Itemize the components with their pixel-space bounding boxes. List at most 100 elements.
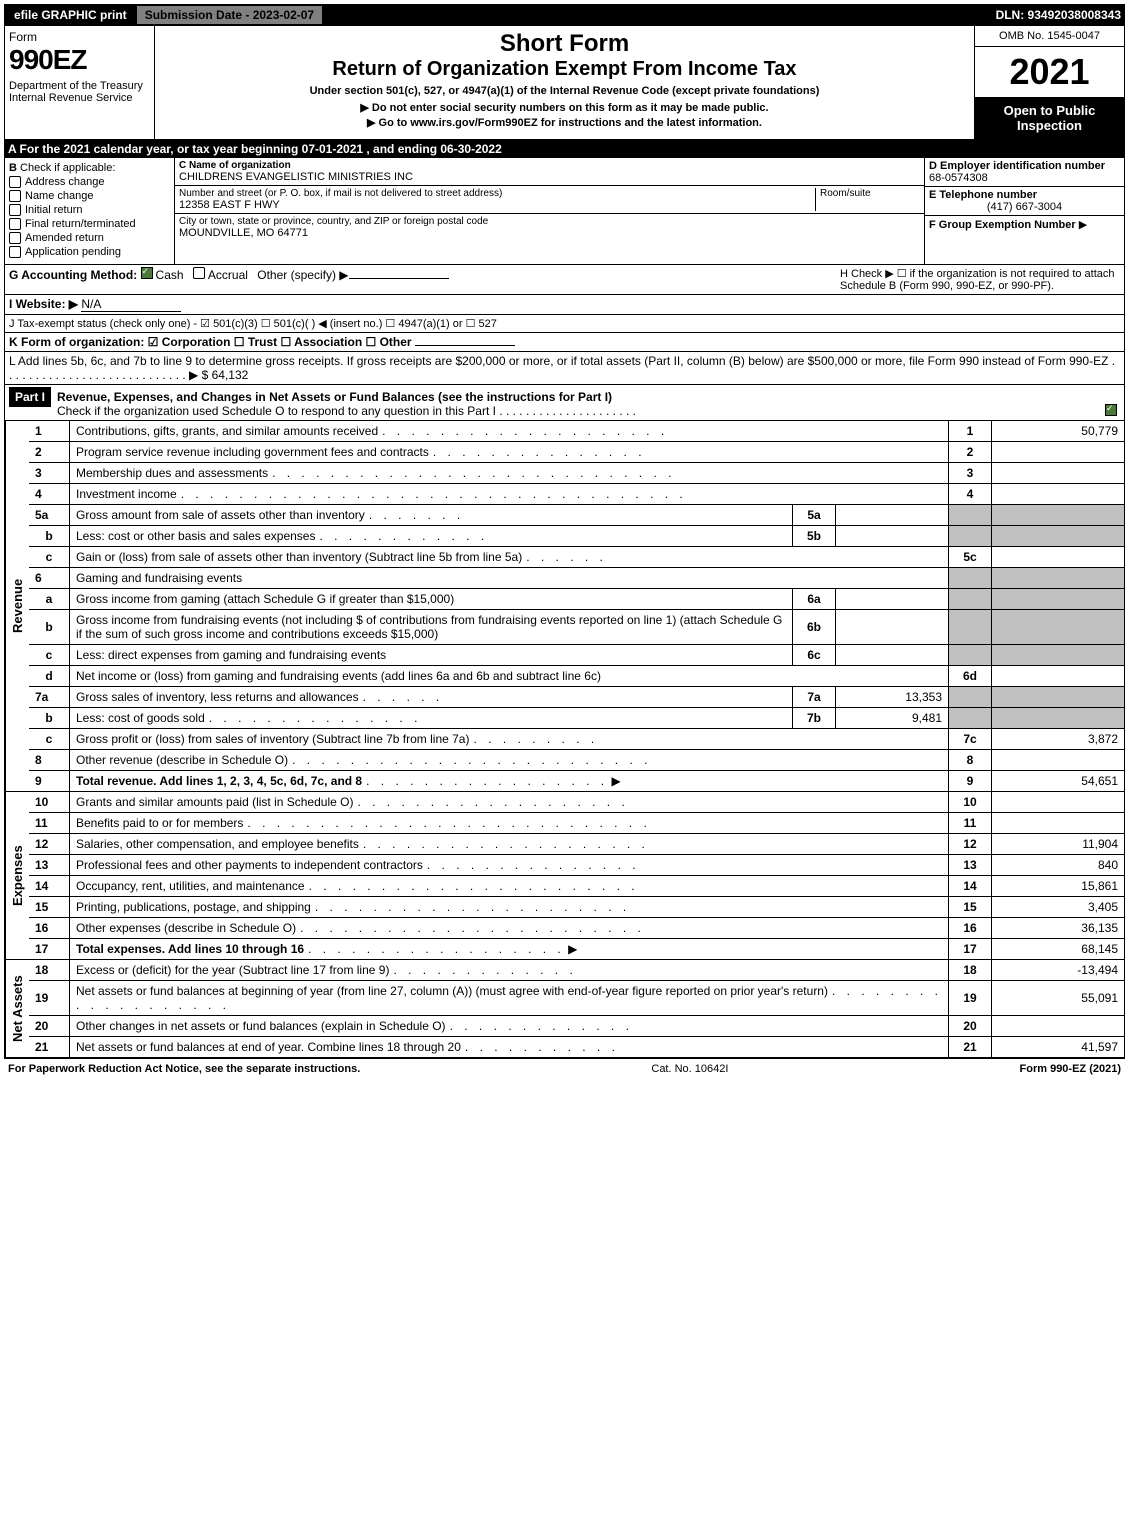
- chk-final-return[interactable]: Final return/terminated: [9, 218, 170, 230]
- city-label: City or town, state or province, country…: [179, 216, 920, 227]
- row-a: A For the 2021 calendar year, or tax yea…: [4, 140, 1125, 158]
- line-12: 12Salaries, other compensation, and empl…: [29, 834, 1124, 855]
- header-right: OMB No. 1545-0047 2021 Open to Public In…: [974, 26, 1124, 139]
- efile-label[interactable]: efile GRAPHIC print: [8, 6, 133, 24]
- revenue-table: 1Contributions, gifts, grants, and simil…: [29, 421, 1124, 791]
- dept-label: Department of the Treasury Internal Reve…: [9, 80, 150, 104]
- section-c: C Name of organization CHILDRENS EVANGEL…: [175, 158, 924, 264]
- under-section: Under section 501(c), 527, or 4947(a)(1)…: [159, 85, 970, 97]
- line-2: 2Program service revenue including gover…: [29, 442, 1124, 463]
- line-16: 16Other expenses (describe in Schedule O…: [29, 918, 1124, 939]
- e-label: E Telephone number: [929, 189, 1120, 201]
- part1-label: Part I: [9, 387, 51, 407]
- line-9: 9Total revenue. Add lines 1, 2, 3, 4, 5c…: [29, 771, 1124, 792]
- part1-title: Revenue, Expenses, and Changes in Net As…: [57, 390, 612, 404]
- line-8: 8Other revenue (describe in Schedule O).…: [29, 750, 1124, 771]
- chk-name-change[interactable]: Name change: [9, 190, 170, 202]
- side-net-assets: Net Assets: [5, 960, 29, 1057]
- chk-accrual-icon: [193, 267, 205, 279]
- row-j: J Tax-exempt status (check only one) - ☑…: [4, 315, 1125, 333]
- line-17: 17Total expenses. Add lines 10 through 1…: [29, 939, 1124, 960]
- net-assets-table: 18Excess or (deficit) for the year (Subt…: [29, 960, 1124, 1057]
- street-address: 12358 EAST F HWY: [179, 199, 815, 211]
- f-label: F Group Exemption Number: [929, 219, 1076, 231]
- section-def: D Employer identification number 68-0574…: [924, 158, 1124, 264]
- ein: 68-0574308: [929, 172, 1120, 184]
- line-6: 6Gaming and fundraising events: [29, 568, 1124, 589]
- omb-number: OMB No. 1545-0047: [975, 26, 1124, 47]
- f-arrow: ▶: [1079, 219, 1087, 231]
- side-revenue: Revenue: [5, 421, 29, 791]
- b-label: B: [9, 162, 17, 174]
- b-check-label: Check if applicable:: [20, 162, 115, 174]
- tax-year: 2021: [975, 47, 1124, 97]
- row-i: I Website: ▶ N/A: [4, 295, 1125, 315]
- page-footer: For Paperwork Reduction Act Notice, see …: [4, 1058, 1125, 1079]
- line-1: 1Contributions, gifts, grants, and simil…: [29, 421, 1124, 442]
- short-form-title: Short Form: [159, 30, 970, 58]
- chk-initial-return[interactable]: Initial return: [9, 204, 170, 216]
- chk-address-change[interactable]: Address change: [9, 176, 170, 188]
- info-grid: B Check if applicable: Address change Na…: [4, 158, 1125, 265]
- section-b: B Check if applicable: Address change Na…: [5, 158, 175, 264]
- line-15: 15Printing, publications, postage, and s…: [29, 897, 1124, 918]
- line-14: 14Occupancy, rent, utilities, and mainte…: [29, 876, 1124, 897]
- top-bar: efile GRAPHIC print Submission Date - 20…: [4, 4, 1125, 26]
- part1-header: Part I Revenue, Expenses, and Changes in…: [4, 385, 1125, 421]
- line-6a: aGross income from gaming (attach Schedu…: [29, 589, 1124, 610]
- room-label: Room/suite: [820, 188, 920, 199]
- dln-label: DLN: 93492038008343: [996, 8, 1121, 22]
- submission-date: Submission Date - 2023-02-07: [137, 6, 322, 24]
- city-state-zip: MOUNDVILLE, MO 64771: [179, 227, 920, 239]
- header-left: Form 990EZ Department of the Treasury In…: [5, 26, 155, 139]
- line-6b: bGross income from fundraising events (n…: [29, 610, 1124, 645]
- chk-application-pending[interactable]: Application pending: [9, 246, 170, 258]
- chk-amended-return[interactable]: Amended return: [9, 232, 170, 244]
- addr-label: Number and street (or P. O. box, if mail…: [179, 188, 815, 199]
- line-21: 21Net assets or fund balances at end of …: [29, 1037, 1124, 1058]
- line-4: 4Investment income. . . . . . . . . . . …: [29, 484, 1124, 505]
- line-7a: 7aGross sales of inventory, less returns…: [29, 687, 1124, 708]
- line-5c: cGain or (loss) from sale of assets othe…: [29, 547, 1124, 568]
- return-title: Return of Organization Exempt From Incom…: [159, 58, 970, 81]
- line-7c: cGross profit or (loss) from sales of in…: [29, 729, 1124, 750]
- expenses-table: 10Grants and similar amounts paid (list …: [29, 792, 1124, 959]
- revenue-section: Revenue 1Contributions, gifts, grants, a…: [4, 421, 1125, 792]
- form-label: Form: [9, 30, 150, 44]
- line-18: 18Excess or (deficit) for the year (Subt…: [29, 960, 1124, 981]
- g-label: G Accounting Method:: [9, 268, 137, 282]
- line-20: 20Other changes in net assets or fund ba…: [29, 1016, 1124, 1037]
- d-label: D Employer identification number: [929, 160, 1120, 172]
- line-11: 11Benefits paid to or for members. . . .…: [29, 813, 1124, 834]
- net-assets-section: Net Assets 18Excess or (deficit) for the…: [4, 960, 1125, 1058]
- row-l: L Add lines 5b, 6c, and 7b to line 9 to …: [4, 352, 1125, 385]
- line-5b: bLess: cost or other basis and sales exp…: [29, 526, 1124, 547]
- open-public: Open to Public Inspection: [975, 97, 1124, 139]
- footer-left: For Paperwork Reduction Act Notice, see …: [8, 1063, 360, 1075]
- h-text: H Check ▶ ☐ if the organization is not r…: [840, 267, 1120, 292]
- header-center: Short Form Return of Organization Exempt…: [155, 26, 974, 139]
- line-6d: dNet income or (loss) from gaming and fu…: [29, 666, 1124, 687]
- part1-check: Check if the organization used Schedule …: [57, 404, 636, 418]
- org-name: CHILDRENS EVANGELISTIC MINISTRIES INC: [179, 171, 920, 183]
- expenses-section: Expenses 10Grants and similar amounts pa…: [4, 792, 1125, 960]
- line-13: 13Professional fees and other payments t…: [29, 855, 1124, 876]
- line-19: 19Net assets or fund balances at beginni…: [29, 981, 1124, 1016]
- chk-cash-icon: [141, 267, 153, 279]
- phone: (417) 667-3004: [929, 201, 1120, 213]
- footer-center: Cat. No. 10642I: [651, 1063, 728, 1075]
- website-value: N/A: [81, 297, 181, 312]
- footer-right: Form 990-EZ (2021): [1020, 1063, 1121, 1075]
- line-7b: bLess: cost of goods sold. . . . . . . .…: [29, 708, 1124, 729]
- instruction-2: ▶ Go to www.irs.gov/Form990EZ for instru…: [159, 116, 970, 129]
- part1-check-icon: [1105, 404, 1117, 416]
- form-header: Form 990EZ Department of the Treasury In…: [4, 26, 1125, 140]
- form-number: 990EZ: [9, 44, 150, 76]
- row-g-h: G Accounting Method: Cash Accrual Other …: [4, 265, 1125, 295]
- line-3: 3Membership dues and assessments. . . . …: [29, 463, 1124, 484]
- side-expenses: Expenses: [5, 792, 29, 959]
- c-label: C Name of organization: [179, 160, 920, 171]
- line-5a: 5aGross amount from sale of assets other…: [29, 505, 1124, 526]
- instruction-1: ▶ Do not enter social security numbers o…: [159, 101, 970, 114]
- line-10: 10Grants and similar amounts paid (list …: [29, 792, 1124, 813]
